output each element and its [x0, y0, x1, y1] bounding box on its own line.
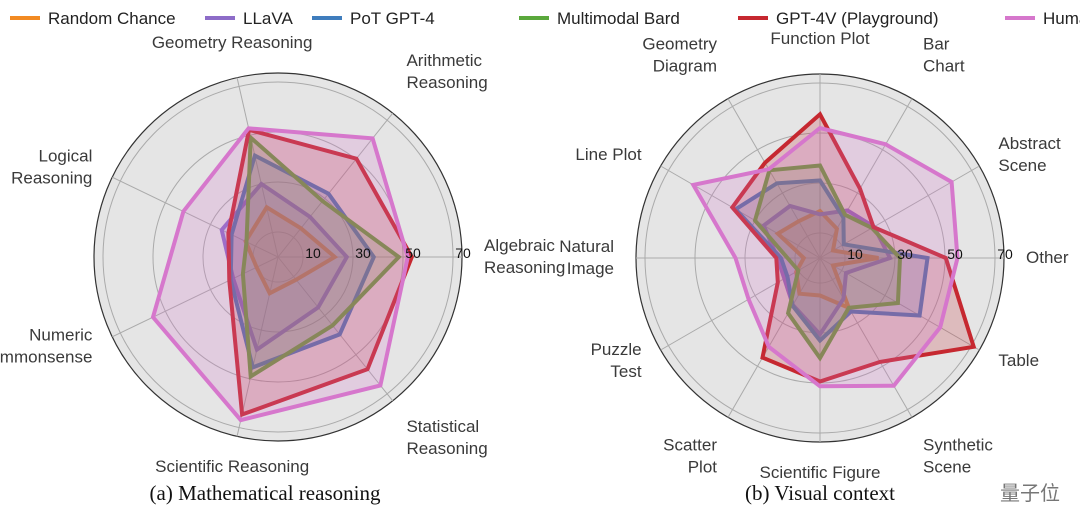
legend-item: LLaVA — [205, 9, 293, 28]
axis-label-line: Geometry — [642, 35, 717, 54]
r-tick-label: 50 — [405, 245, 421, 261]
axis-label: Table — [998, 351, 1039, 370]
axis-label-line: Puzzle — [591, 340, 642, 359]
legend-item: PoT GPT-4 — [312, 9, 435, 28]
caption-b: (b) Visual context — [745, 481, 895, 505]
r-tick-label: 30 — [897, 246, 913, 262]
caption-a: (a) Mathematical reasoning — [150, 481, 381, 505]
axis-label-line: Reasoning — [484, 258, 565, 277]
r-tick-label: 10 — [847, 246, 863, 262]
axis-label: Geometry Diagram — [642, 35, 717, 76]
axis-label: Scientific Reasoning — [155, 457, 309, 476]
axis-label-line: Bar — [923, 35, 950, 54]
axis-label-line: Line Plot — [575, 145, 641, 164]
radar-chart-mathematical-reasoning: 10 30 50 70 Algebraic Reasoning Arithmetic Reas… — [0, 33, 565, 476]
axis-label-line: Image — [567, 259, 614, 278]
spoke — [727, 257, 821, 418]
spoke — [727, 98, 821, 259]
axis-label-line: Table — [998, 351, 1039, 370]
axis-label-line: Other — [1026, 248, 1069, 267]
spoke — [819, 257, 913, 418]
axis-label: Logical Reasoning — [11, 147, 92, 188]
legend: Random Chance LLaVA PoT GPT-4 Multimodal Ba… — [10, 9, 1080, 28]
axis-label-line: Scene — [923, 457, 971, 476]
legend-item: GPT-4V (Playground) — [738, 9, 939, 28]
axis-label: Natural Image — [559, 237, 614, 278]
axis-label-line: Function Plot — [770, 29, 869, 48]
axis-label-line: Synthetic — [923, 435, 993, 454]
axis-label-line: Numeric — [29, 325, 93, 344]
legend-label: PoT GPT-4 — [350, 9, 435, 28]
legend-item: Random Chance — [10, 9, 176, 28]
axis-label: Other — [1026, 248, 1069, 267]
axis-label: Puzzle Test — [591, 340, 642, 381]
axis-label-line: Algebraic — [484, 236, 555, 255]
series-human — [150, 126, 410, 423]
legend-label: Human — [1043, 9, 1080, 28]
axis-label-line: Arithmetic — [406, 51, 482, 70]
axis-label: Line Plot — [575, 145, 641, 164]
r-tick-label: 50 — [947, 246, 963, 262]
axis-label: Numeric Commonsense — [0, 325, 93, 366]
axis-label: Algebraic Reasoning — [484, 236, 565, 277]
axis-label-line: Test — [610, 362, 641, 381]
axis-label-line: Scientific Figure — [760, 463, 881, 482]
axis-label-line: Diagram — [653, 57, 717, 76]
axis-label: Abstract Scene — [998, 134, 1061, 175]
legend-label: LLaVA — [243, 9, 293, 28]
axis-label-line: Commonsense — [0, 347, 92, 366]
axis-label: Bar Chart — [923, 35, 965, 76]
r-tick-label: 70 — [455, 245, 471, 261]
legend-item: Human — [1005, 9, 1080, 28]
axis-label-line: Scientific Reasoning — [155, 457, 309, 476]
r-tick-label: 30 — [355, 245, 371, 261]
legend-label: Random Chance — [48, 9, 176, 28]
spoke — [112, 256, 279, 338]
axis-label: Arithmetic Reasoning — [406, 51, 487, 92]
radar-chart-visual-context: 10 30 50 70 Other Abstract Scene Bar Chart Functi… — [559, 29, 1069, 482]
axis-label: Statistical Reasoning — [406, 417, 487, 458]
spoke — [236, 77, 279, 258]
legend-item: Multimodal Bard — [519, 9, 680, 28]
axis-label: Geometry Reasoning — [152, 33, 313, 52]
axis-label-line: Logical — [39, 147, 93, 166]
legend-label: Multimodal Bard — [557, 9, 680, 28]
series-gpt-4v-playground- — [226, 127, 415, 418]
axis-label-line: Statistical — [406, 417, 479, 436]
series-multimodal-bard — [240, 133, 402, 380]
axis-label-line: Natural — [559, 237, 614, 256]
r-tick-label: 10 — [305, 245, 321, 261]
axis-label: Scatter Plot — [663, 435, 717, 476]
axis-label-line: Reasoning — [406, 439, 487, 458]
axis-label-line: Scene — [998, 156, 1046, 175]
watermark: 量子位 — [1000, 481, 1060, 505]
spoke — [660, 257, 821, 351]
spoke — [112, 176, 279, 258]
axis-label-line: Chart — [923, 57, 965, 76]
axis-label-line: Reasoning — [11, 169, 92, 188]
axis-label-line: Abstract — [998, 134, 1061, 153]
axis-label: Function Plot — [770, 29, 869, 48]
axis-label-line: Scatter — [663, 435, 717, 454]
legend-label: GPT-4V (Playground) — [776, 9, 939, 28]
axis-label-line: Reasoning — [406, 73, 487, 92]
axis-label-line: Plot — [688, 457, 718, 476]
r-tick-label: 70 — [997, 246, 1013, 262]
axis-label: Synthetic Scene — [923, 435, 993, 476]
axis-label: Scientific Figure — [760, 463, 881, 482]
series-pot-gpt-4 — [228, 152, 377, 371]
series-random-chance — [243, 204, 339, 297]
axis-label-line: Geometry Reasoning — [152, 33, 313, 52]
